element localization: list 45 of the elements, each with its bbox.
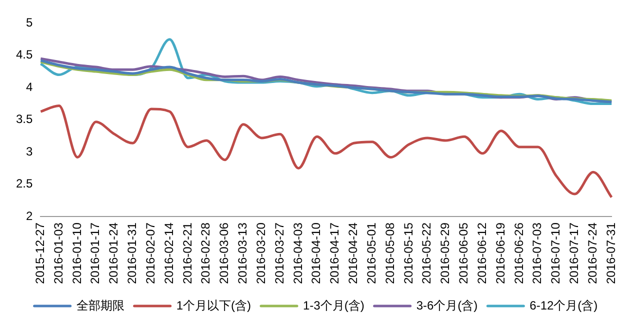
x-tick-label: 2016-02-07 xyxy=(143,222,158,284)
x-tick-label: 2016-06-12 xyxy=(474,222,489,284)
x-tick-label: 2016-01-03 xyxy=(51,222,66,284)
legend-label: 1-3个月(含) xyxy=(302,298,364,312)
x-tick-label: 2016-04-10 xyxy=(309,222,324,284)
x-tick-label: 2016-01-24 xyxy=(106,222,121,284)
x-tick-label: 2016-07-03 xyxy=(530,222,544,284)
y-tick-label: 2.5 xyxy=(16,176,33,191)
legend-label: 全部期限 xyxy=(76,298,124,312)
x-tick-label: 2016-06-19 xyxy=(493,222,508,284)
x-tick-label: 2016-05-15 xyxy=(401,222,416,284)
x-tick-label: 2016-05-08 xyxy=(382,222,397,284)
x-tick-label: 2016-03-06 xyxy=(217,222,232,284)
x-tick-label: 2016-02-21 xyxy=(180,222,194,284)
x-tick-label: 2016-04-03 xyxy=(290,222,305,284)
x-tick-label: 2016-07-24 xyxy=(585,222,600,284)
x-tick-label: 2016-01-10 xyxy=(70,222,84,284)
x-tick-label: 2016-07-10 xyxy=(548,222,563,284)
y-tick-label: 3 xyxy=(26,144,33,158)
y-tick-label: 4.5 xyxy=(16,48,33,62)
legend-label: 6-12个月(含) xyxy=(530,298,598,312)
x-tick-label: 2016-03-13 xyxy=(236,222,250,284)
x-tick-label: 2016-06-05 xyxy=(456,222,471,284)
x-tick-label: 2016-04-17 xyxy=(328,222,342,284)
y-tick-label: 2 xyxy=(26,208,33,223)
x-tick-label: 2016-03-20 xyxy=(254,222,268,284)
x-tick-label: 2016-01-31 xyxy=(125,222,140,284)
x-tick-label: 2016-03-27 xyxy=(272,222,286,284)
x-tick-label: 2016-06-26 xyxy=(512,222,526,284)
x-tick-label: 2016-02-28 xyxy=(198,222,213,284)
x-tick-label: 2016-02-14 xyxy=(162,222,176,284)
x-tick-label: 2016-05-29 xyxy=(438,222,452,284)
y-tick-label: 4 xyxy=(26,80,33,94)
x-tick-label: 2016-05-01 xyxy=(364,222,378,284)
legend-label: 1个月以下(含) xyxy=(176,298,251,312)
x-tick-label: 2016-05-22 xyxy=(420,222,434,284)
y-tick-label: 3.5 xyxy=(16,112,33,126)
x-tick-label: 2015-12-27 xyxy=(32,222,47,284)
x-tick-label: 2016-07-31 xyxy=(604,222,618,284)
legend-label: 3-6个月(含) xyxy=(416,298,478,312)
line-series xyxy=(39,104,613,199)
x-tick-label: 2016-01-17 xyxy=(88,222,102,284)
y-tick-label: 5 xyxy=(26,16,33,30)
x-tick-label: 2016-07-17 xyxy=(567,222,582,284)
x-tick-label: 2016-04-24 xyxy=(346,222,360,284)
